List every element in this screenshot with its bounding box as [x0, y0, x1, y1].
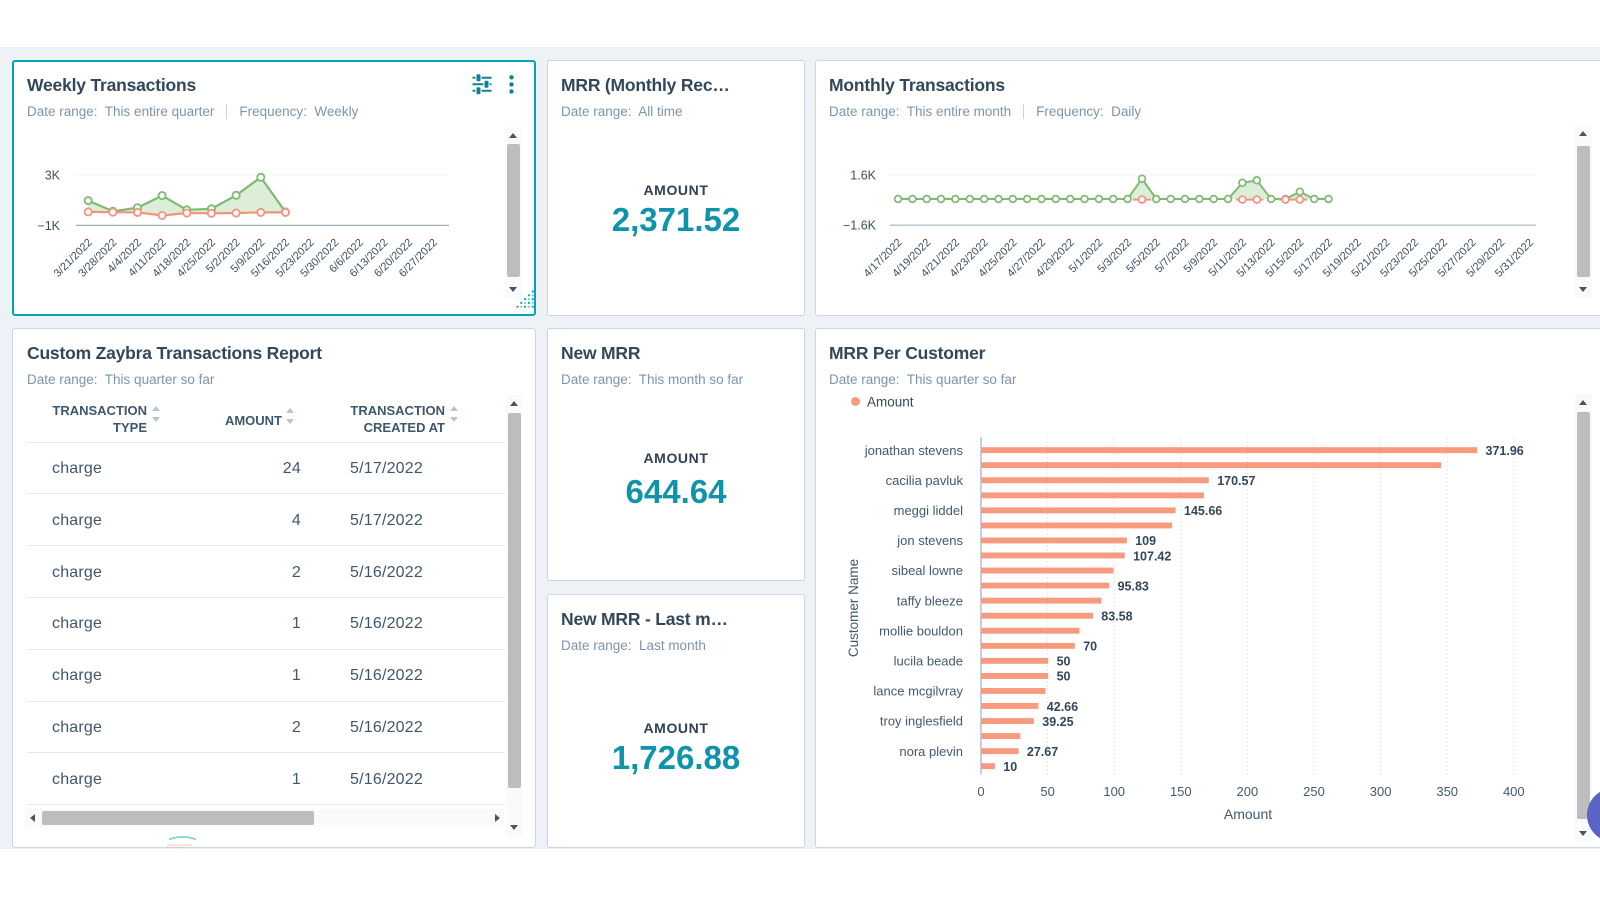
svg-text:Amount: Amount	[1224, 806, 1272, 822]
svg-text:0: 0	[977, 784, 984, 799]
svg-text:−1K: −1K	[37, 219, 60, 233]
svg-text:145.66: 145.66	[1184, 504, 1222, 518]
svg-text:400: 400	[1503, 784, 1525, 799]
svg-text:nora plevin: nora plevin	[899, 744, 963, 759]
svg-text:300: 300	[1370, 784, 1392, 799]
svg-text:350: 350	[1436, 784, 1458, 799]
svg-text:cacilia pavluk: cacilia pavluk	[886, 473, 964, 488]
svg-text:mollie bouldon: mollie bouldon	[879, 623, 963, 638]
svg-text:lance mcgilvray: lance mcgilvray	[873, 684, 963, 699]
svg-text:109: 109	[1135, 534, 1156, 548]
svg-text:50: 50	[1057, 655, 1071, 669]
svg-text:sibeal lowne: sibeal lowne	[891, 563, 963, 578]
svg-text:meggi liddel: meggi liddel	[894, 503, 963, 518]
svg-text:troy inglesfield: troy inglesfield	[880, 714, 963, 729]
svg-text:taffy bleeze: taffy bleeze	[897, 593, 963, 608]
svg-text:−1.6K: −1.6K	[843, 219, 877, 233]
svg-text:Amount: Amount	[867, 395, 914, 410]
svg-text:70: 70	[1083, 640, 1097, 654]
svg-text:jon stevens: jon stevens	[896, 533, 963, 548]
svg-text:100: 100	[1103, 784, 1125, 799]
svg-text:50: 50	[1040, 784, 1054, 799]
svg-text:170.57: 170.57	[1217, 474, 1255, 488]
svg-text:42.66: 42.66	[1047, 700, 1078, 714]
svg-text:3K: 3K	[45, 169, 61, 183]
svg-text:200: 200	[1237, 784, 1259, 799]
svg-text:27.67: 27.67	[1027, 745, 1058, 759]
svg-text:95.83: 95.83	[1118, 579, 1149, 593]
svg-text:250: 250	[1303, 784, 1325, 799]
svg-text:Customer Name: Customer Name	[846, 559, 861, 657]
svg-text:150: 150	[1170, 784, 1192, 799]
svg-text:371.96: 371.96	[1486, 444, 1524, 458]
svg-text:lucila beade: lucila beade	[894, 654, 963, 669]
svg-text:83.58: 83.58	[1101, 610, 1132, 624]
svg-text:jonathan stevens: jonathan stevens	[864, 443, 964, 458]
svg-text:50: 50	[1057, 670, 1071, 684]
svg-text:1.6K: 1.6K	[850, 169, 876, 183]
svg-text:10: 10	[1003, 760, 1017, 774]
svg-text:39.25: 39.25	[1042, 715, 1073, 729]
svg-text:107.42: 107.42	[1133, 549, 1171, 563]
